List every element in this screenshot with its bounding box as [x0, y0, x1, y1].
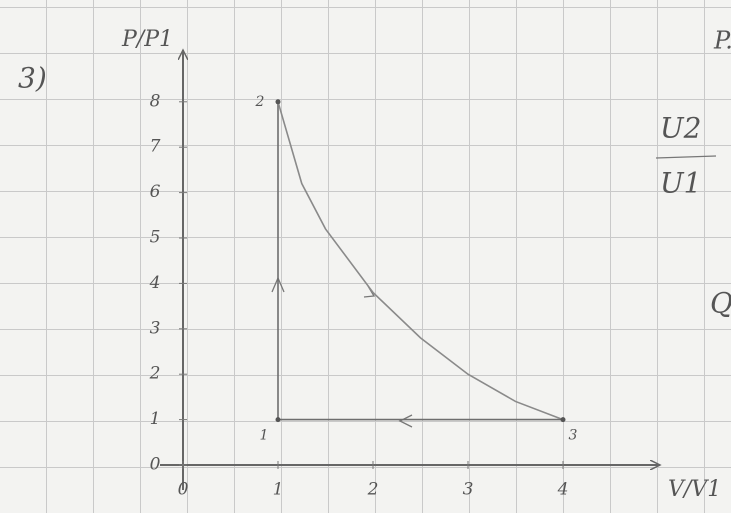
point-label: 1	[260, 428, 269, 444]
point-label: 3	[569, 428, 578, 444]
annotation: U1	[660, 167, 701, 200]
state-point	[561, 417, 566, 422]
x-tick-label: 1	[273, 480, 284, 500]
fraction-bar	[656, 156, 716, 158]
state-point	[276, 99, 281, 104]
page: {"chart_data": {"type": "line", "problem…	[0, 0, 731, 513]
x-tick-label: 2	[367, 480, 379, 500]
x-tick-label: 3	[463, 480, 474, 500]
annotation: P.	[713, 27, 731, 55]
y-tick-label: 0	[150, 455, 161, 475]
y-tick-label: 4	[149, 273, 161, 293]
point-label: 2	[255, 94, 265, 110]
annotation: Q	[710, 287, 731, 320]
x-tick-label: 0	[178, 480, 189, 500]
annotation: U2	[660, 112, 701, 145]
process-line	[278, 102, 563, 420]
direction-arrow	[400, 415, 412, 427]
y-axis-label: P/P1	[121, 27, 173, 52]
y-tick-label: 8	[150, 91, 161, 111]
chart: 3) P/P1 V/V1 P. U2 U1 Q 0 1 2 3 4 5 6 7 8 0 1 2 3 4 1 2…	[0, 0, 731, 513]
problem-label: 3)	[18, 62, 47, 95]
state-point	[276, 417, 281, 422]
x-axis-label: V/V1	[668, 477, 721, 502]
y-tick-label: 3	[150, 318, 161, 338]
y-tick-label: 1	[150, 409, 161, 429]
y-tick-label: 2	[149, 364, 161, 384]
y-tick-label: 6	[150, 182, 161, 202]
y-tick-label: 5	[150, 228, 161, 248]
x-tick-label: 4	[557, 480, 569, 500]
y-tick-label: 7	[150, 137, 161, 157]
